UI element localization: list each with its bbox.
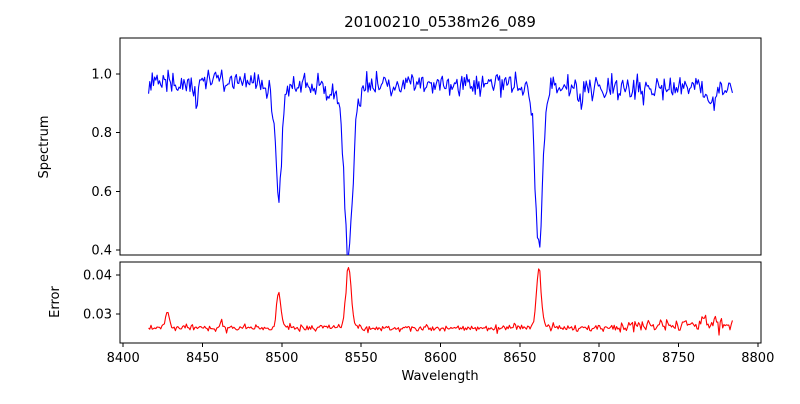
y-tick-label: 0.8 — [91, 126, 112, 141]
y-tick-label: 0.04 — [83, 268, 112, 283]
y-tick-label: 1.0 — [91, 68, 112, 83]
x-tick-label: 8500 — [265, 351, 298, 366]
x-tick-label: 8800 — [741, 351, 774, 366]
y-axis-label-error: Error — [48, 286, 63, 318]
x-tick-label: 8450 — [186, 351, 219, 366]
x-tick-label: 8700 — [583, 351, 616, 366]
x-tick-label: 8400 — [107, 351, 140, 366]
x-tick-label: 8600 — [424, 351, 457, 366]
spectrum-line — [148, 69, 733, 255]
y-tick-label: 0.6 — [91, 185, 112, 200]
axes-frame — [119, 37, 762, 256]
x-tick-label: 8750 — [662, 351, 695, 366]
error-line — [148, 266, 733, 336]
y-axis-label-spectrum: Spectrum — [37, 116, 52, 179]
x-axis-label: Wavelength — [401, 369, 478, 384]
x-tick-label: 8650 — [503, 351, 536, 366]
plot-layer: 0.4 0.6 0.8 1.0 0.03 0.04 8400 8450 8500 8550 8600… — [83, 37, 774, 366]
x-tick-label: 8550 — [345, 351, 378, 366]
y-tick-label: 0.03 — [83, 307, 112, 322]
chart-title: 20100210_0538m26_089 — [344, 13, 536, 32]
y-tick-label: 0.4 — [91, 244, 112, 259]
